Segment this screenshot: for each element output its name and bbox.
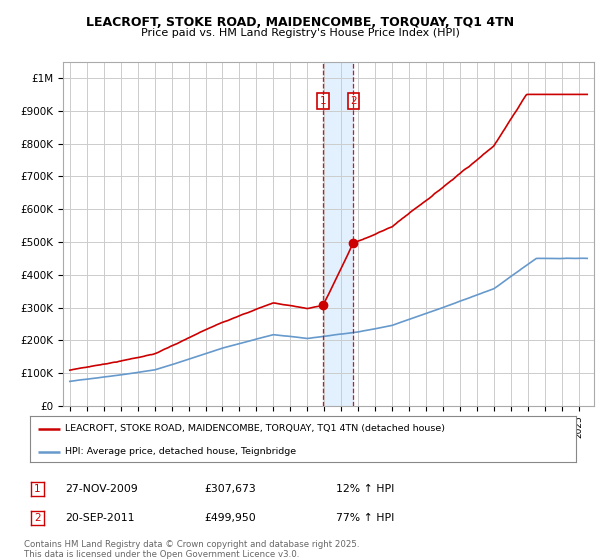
Text: 27-NOV-2009: 27-NOV-2009 bbox=[65, 484, 137, 494]
Text: Price paid vs. HM Land Registry's House Price Index (HPI): Price paid vs. HM Land Registry's House … bbox=[140, 28, 460, 38]
Text: LEACROFT, STOKE ROAD, MAIDENCOMBE, TORQUAY, TQ1 4TN (detached house): LEACROFT, STOKE ROAD, MAIDENCOMBE, TORQU… bbox=[65, 424, 445, 433]
Text: £307,673: £307,673 bbox=[204, 484, 256, 494]
Text: 2: 2 bbox=[350, 96, 357, 106]
Text: 77% ↑ HPI: 77% ↑ HPI bbox=[336, 513, 394, 523]
Text: 12% ↑ HPI: 12% ↑ HPI bbox=[336, 484, 394, 494]
Text: Contains HM Land Registry data © Crown copyright and database right 2025.: Contains HM Land Registry data © Crown c… bbox=[24, 540, 359, 549]
Text: This data is licensed under the Open Government Licence v3.0.: This data is licensed under the Open Gov… bbox=[24, 550, 299, 559]
Bar bbox=[323, 62, 353, 406]
Text: 1: 1 bbox=[34, 484, 41, 494]
Text: 1: 1 bbox=[320, 96, 326, 106]
Text: LEACROFT, STOKE ROAD, MAIDENCOMBE, TORQUAY, TQ1 4TN: LEACROFT, STOKE ROAD, MAIDENCOMBE, TORQU… bbox=[86, 16, 514, 29]
Text: 2: 2 bbox=[34, 513, 41, 523]
Text: £499,950: £499,950 bbox=[204, 513, 256, 523]
Text: 20-SEP-2011: 20-SEP-2011 bbox=[65, 513, 134, 523]
Text: HPI: Average price, detached house, Teignbridge: HPI: Average price, detached house, Teig… bbox=[65, 447, 296, 456]
